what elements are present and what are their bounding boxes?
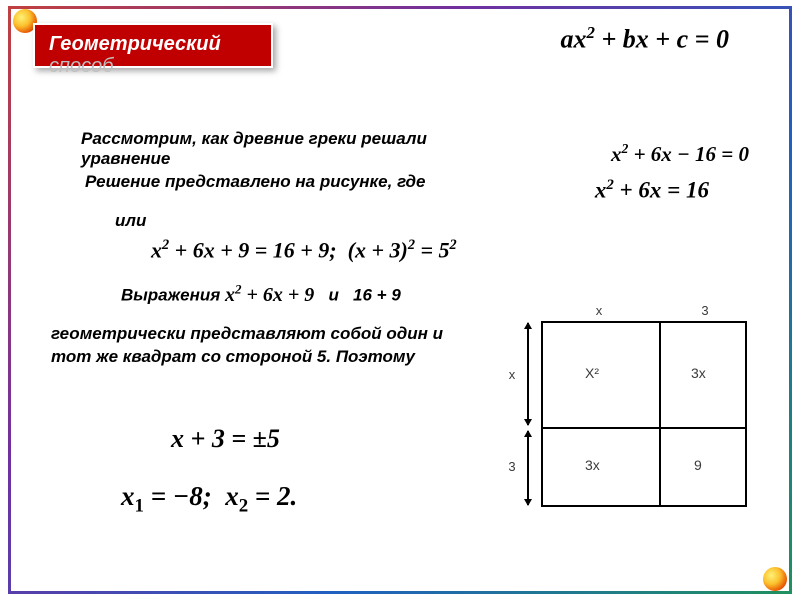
cell-x2: X² <box>585 365 599 381</box>
left-arrow-x <box>527 323 529 425</box>
expression-label: Выражения <box>121 286 220 305</box>
top-dim-x: x <box>589 303 609 318</box>
equation-rearranged: x2 + 6x = 16 <box>595 177 709 204</box>
title-line1: Геометрический <box>49 33 257 56</box>
diagram-horizontal-divider <box>541 427 747 429</box>
square-diagram: x 3 x 3 X² 3x 3x 9 <box>499 289 759 519</box>
equation-completed-square: x2 + 6x + 9 = 16 + 9; (x + 3)2 = 52 <box>151 237 457 263</box>
expression-math: x2 + 6x + 9 <box>225 284 314 306</box>
left-dim-3: 3 <box>503 459 521 474</box>
equation-original: x2 + 6x − 16 = 0 <box>611 141 749 167</box>
expression-line: Выражения x2 + 6x + 9 и 16 + 9 <box>121 281 401 307</box>
equation-roots-pm: x + 3 = ±5 <box>171 424 280 454</box>
diagram-vertical-divider <box>659 321 661 507</box>
top-dim-3: 3 <box>695 303 715 318</box>
general-equation: ax2 + bx + c = 0 <box>561 23 729 55</box>
geometric-text: геометрически представляют собой один и … <box>51 323 471 369</box>
left-dim-x: x <box>503 367 521 382</box>
title-line2: способ <box>49 55 114 78</box>
cell-3x-top: 3x <box>691 365 706 381</box>
expression-extra: 16 + 9 <box>353 286 401 305</box>
intro-text: Рассмотрим, как древние греки решали ура… <box>81 129 511 169</box>
diagram-outer-square <box>541 321 747 507</box>
conj-label: и <box>328 286 338 305</box>
solution-intro: Решение представлено на рисунке, где <box>85 172 445 192</box>
or-label: или <box>115 211 146 231</box>
left-arrow-3 <box>527 431 529 505</box>
cell-9: 9 <box>694 457 702 473</box>
slide-frame: Геометрический способ ax2 + bx + c = 0 Р… <box>8 6 792 594</box>
equation-roots-values: x1 = −8; x2 = 2. <box>121 481 297 517</box>
cell-3x-bottom: 3x <box>585 457 600 473</box>
corner-ornament-bottom-right <box>763 567 787 591</box>
